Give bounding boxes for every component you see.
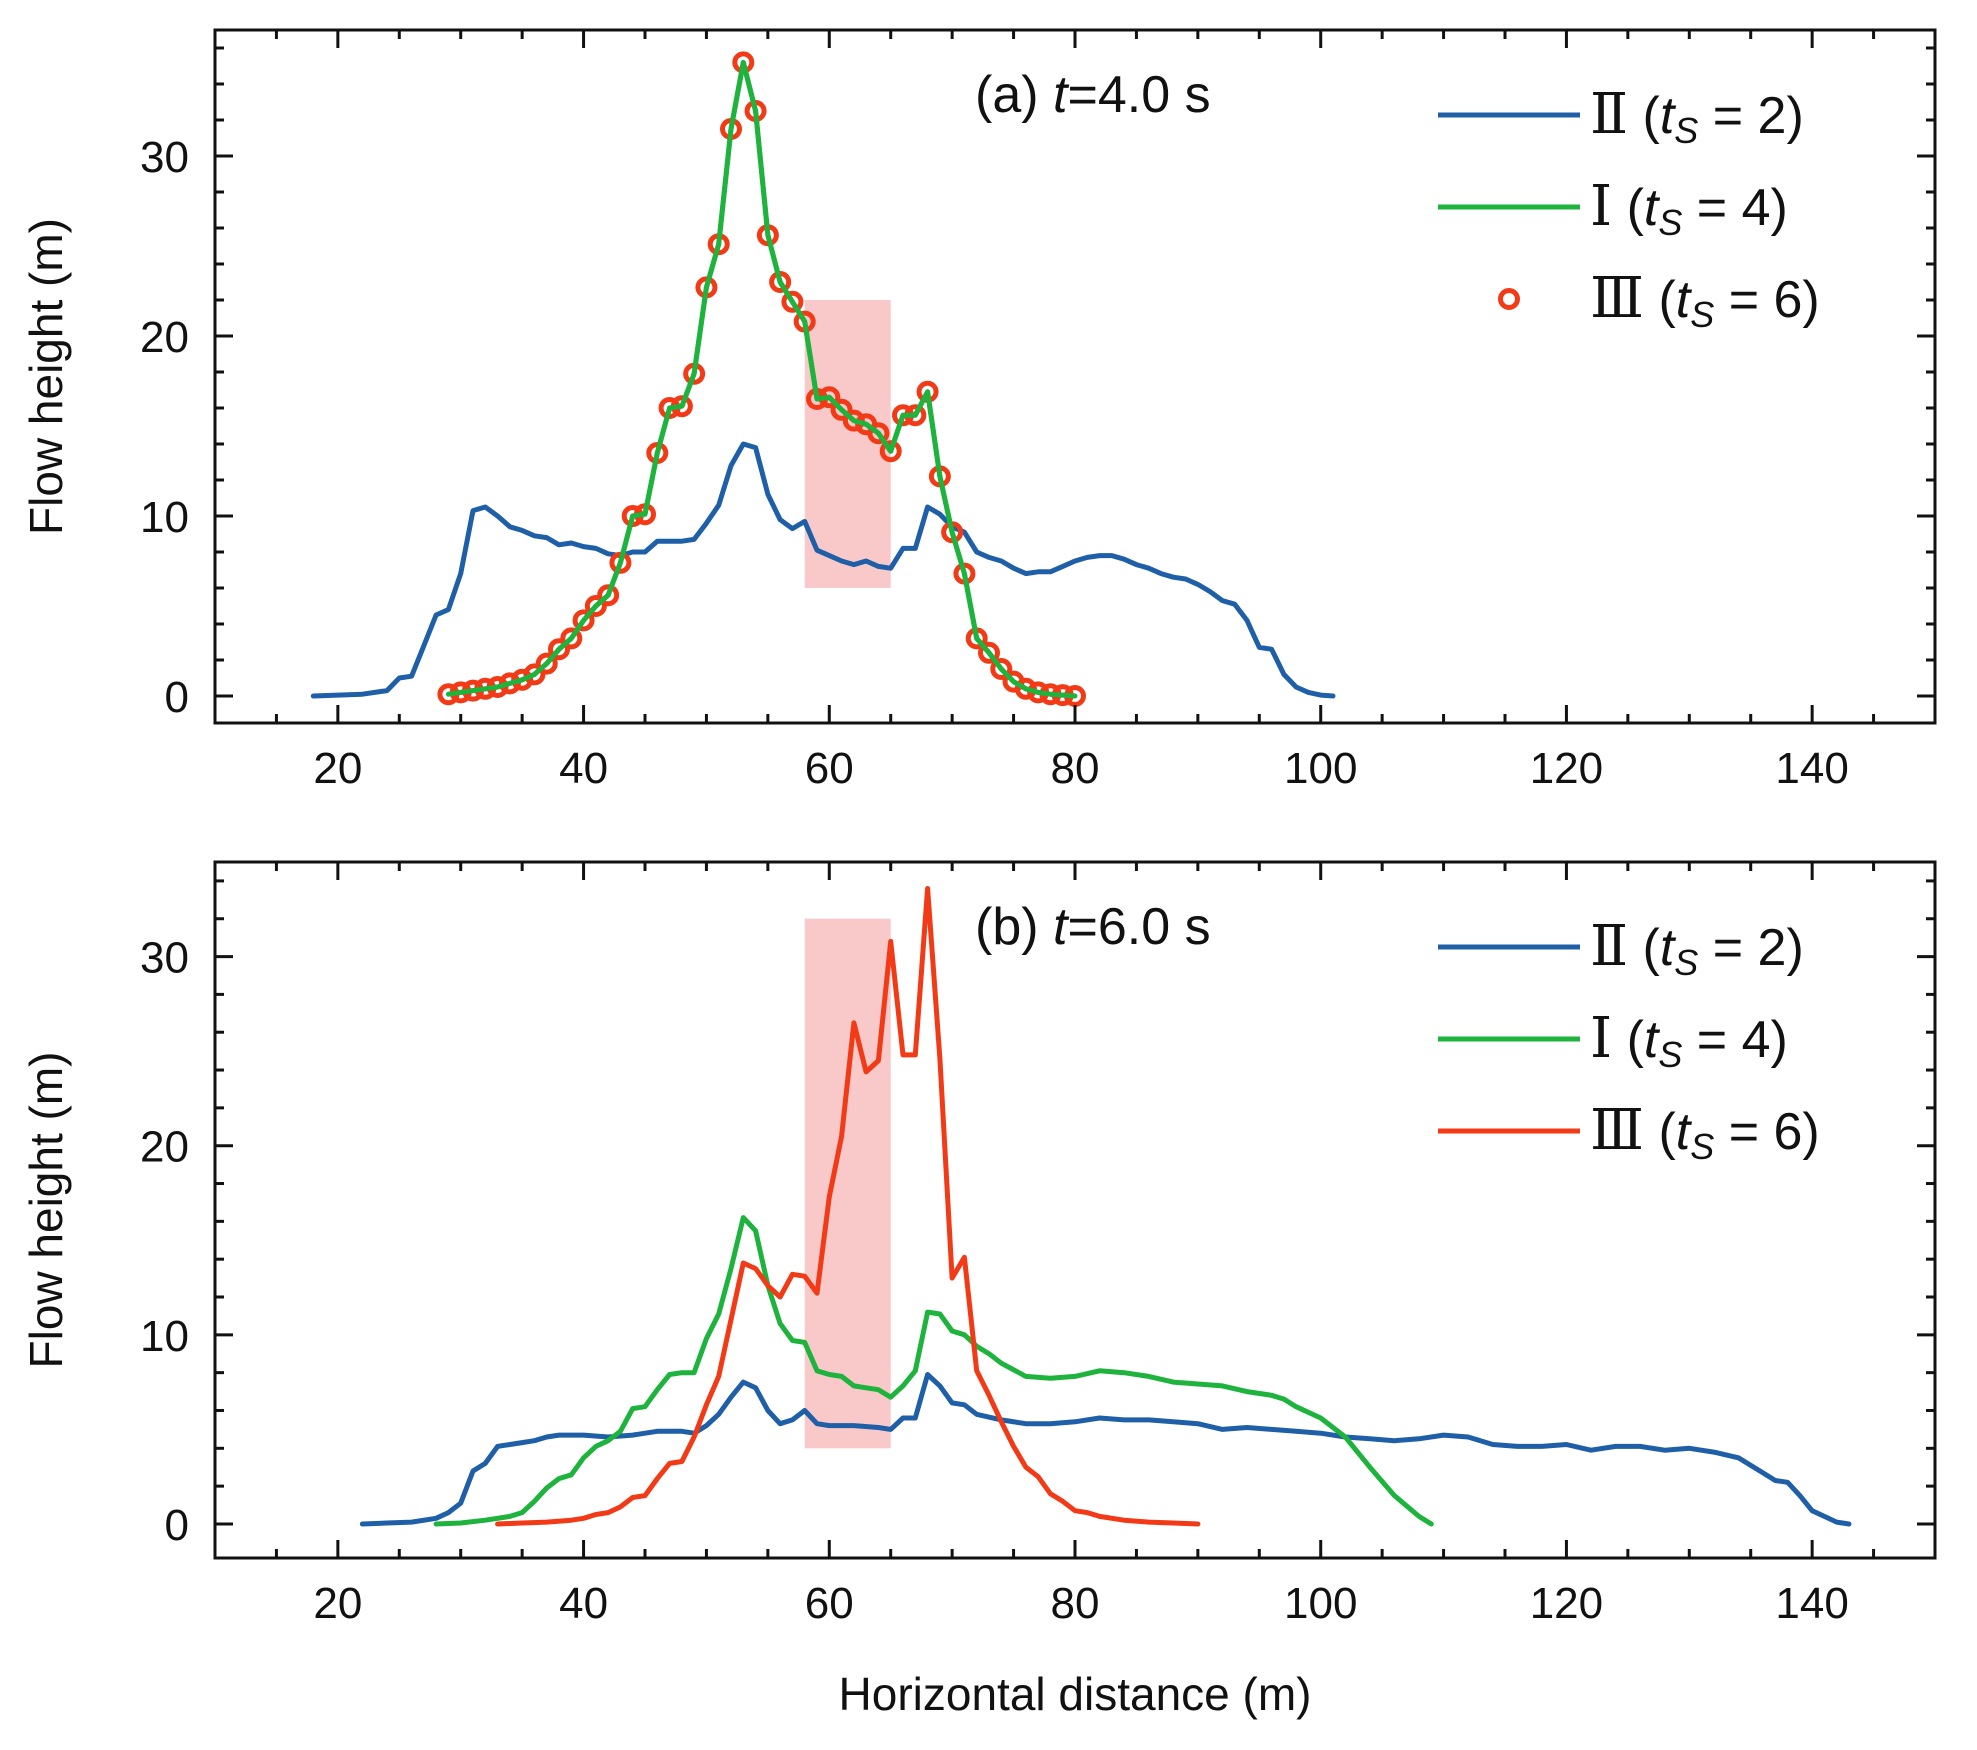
data-point — [597, 584, 620, 607]
y-axis-label: Flow height (m) — [20, 218, 72, 535]
legend-value: = 2) — [1698, 919, 1804, 977]
x-tick-label: 60 — [805, 1579, 854, 1628]
x-tick-label: 120 — [1530, 1579, 1603, 1628]
legend-numeral: Ⅱ — [1590, 914, 1628, 979]
legend: Ⅱ (tS = 2) Ⅰ (tS = 4) Ⅲ (tS = 6) — [1438, 82, 1820, 335]
legend-value: = 6) — [1714, 271, 1820, 329]
x-tick-label: 60 — [805, 744, 854, 793]
y-tick-label: 0 — [165, 673, 189, 722]
legend-param-sub: S — [1658, 202, 1682, 243]
legend-param-sub: S — [1658, 1034, 1682, 1075]
legend-label-2: Ⅲ (tS = 6) — [1590, 1098, 1820, 1167]
y-tick-label: 30 — [140, 133, 189, 182]
data-point — [584, 595, 607, 617]
data-point — [867, 422, 890, 445]
legend-label-1: Ⅰ (tS = 4) — [1590, 174, 1788, 243]
data-point — [781, 290, 804, 313]
legend-numeral: Ⅲ — [1590, 1098, 1644, 1163]
data-point — [830, 398, 853, 421]
annotation-prefix: (a) — [975, 66, 1039, 124]
legend-param: t — [1660, 87, 1677, 145]
x-tick-label: 140 — [1775, 744, 1848, 793]
panel-annotation: (b) t=6.0 s — [975, 898, 1211, 956]
legend-label-2: Ⅲ (tS = 6) — [1590, 266, 1820, 335]
x-tick-label: 20 — [313, 744, 362, 793]
data-point — [572, 609, 595, 632]
series-line-1-overlay — [448, 59, 1076, 699]
legend-param-sub: S — [1674, 110, 1698, 151]
legend-label-1: Ⅰ (tS = 4) — [1590, 1006, 1788, 1075]
x-tick-label: 120 — [1530, 744, 1603, 793]
x-tick-label: 100 — [1284, 1579, 1357, 1628]
legend-label-0: Ⅱ (tS = 2) — [1590, 914, 1804, 983]
data-point — [560, 627, 583, 650]
annotation-variable: t — [1053, 898, 1070, 956]
y-tick-label: 10 — [140, 1312, 189, 1361]
y-tick-label: 10 — [140, 493, 189, 542]
y-tick-label: 20 — [140, 1123, 189, 1172]
legend-param: t — [1644, 1011, 1661, 1069]
panel-a: 20 40 60 80 100 120 140 0 10 20 30 Flow height (m) (… — [20, 28, 1937, 793]
legend-param: t — [1676, 1103, 1693, 1161]
legend-param: t — [1644, 179, 1661, 237]
annotation-value: =6.0 s — [1067, 898, 1210, 956]
data-point — [879, 440, 902, 463]
y-tick-label: 0 — [165, 1501, 189, 1550]
legend-param: t — [1676, 271, 1693, 329]
legend-value: = 2) — [1698, 87, 1804, 145]
legend-numeral: Ⅰ — [1590, 1006, 1612, 1071]
legend-numeral: Ⅲ — [1590, 266, 1644, 331]
legend-param-sub: S — [1690, 294, 1714, 335]
data-point — [978, 641, 1000, 664]
highlight-region — [804, 918, 891, 1449]
legend-value: = 4) — [1682, 179, 1788, 237]
legend: Ⅱ (tS = 2) Ⅰ (tS = 4) Ⅲ (tS = 6) — [1438, 914, 1820, 1167]
panel-annotation: (a) t=4.0 s — [975, 66, 1211, 124]
legend-value: = 4) — [1682, 1011, 1788, 1069]
panel-b: 20 40 60 80 100 120 140 0 10 20 30 Flow height (m) H… — [20, 860, 1937, 1720]
data-point — [990, 658, 1013, 680]
x-tick-label: 100 — [1284, 744, 1357, 793]
series-line-2 — [495, 886, 1201, 1527]
annotation-value: =4.0 s — [1067, 66, 1210, 124]
data-point — [523, 663, 546, 686]
x-tick-label: 140 — [1775, 1579, 1848, 1628]
legend-param-sub: S — [1674, 942, 1698, 983]
legend-numeral: Ⅱ — [1590, 82, 1628, 147]
legend-param: t — [1660, 919, 1677, 977]
x-tick-label: 80 — [1051, 1579, 1100, 1628]
y-tick-label: 30 — [140, 934, 189, 983]
y-axis-label: Flow height (m) — [20, 1052, 72, 1369]
annotation-variable: t — [1053, 66, 1070, 124]
x-tick-label: 20 — [313, 1579, 362, 1628]
series-line-0 — [359, 1372, 1852, 1527]
legend-param-sub: S — [1690, 1126, 1714, 1167]
legend-swatch-2 — [1498, 288, 1520, 310]
legend-label-0: Ⅱ (tS = 2) — [1590, 82, 1804, 151]
data-point — [535, 652, 558, 675]
legend-numeral: Ⅰ — [1590, 174, 1612, 239]
series-markers-2 — [437, 51, 1086, 707]
series-line-1 — [433, 1215, 1434, 1527]
legend-value: = 6) — [1714, 1103, 1820, 1161]
x-tick-label: 40 — [559, 1579, 608, 1628]
x-tick-label: 80 — [1051, 744, 1100, 793]
annotation-prefix: (b) — [975, 898, 1039, 956]
x-tick-label: 40 — [559, 744, 608, 793]
series-line-0 — [310, 441, 1336, 699]
y-tick-label: 20 — [140, 313, 189, 362]
data-point — [548, 638, 570, 661]
x-axis-label: Horizontal distance (m) — [839, 1668, 1312, 1720]
